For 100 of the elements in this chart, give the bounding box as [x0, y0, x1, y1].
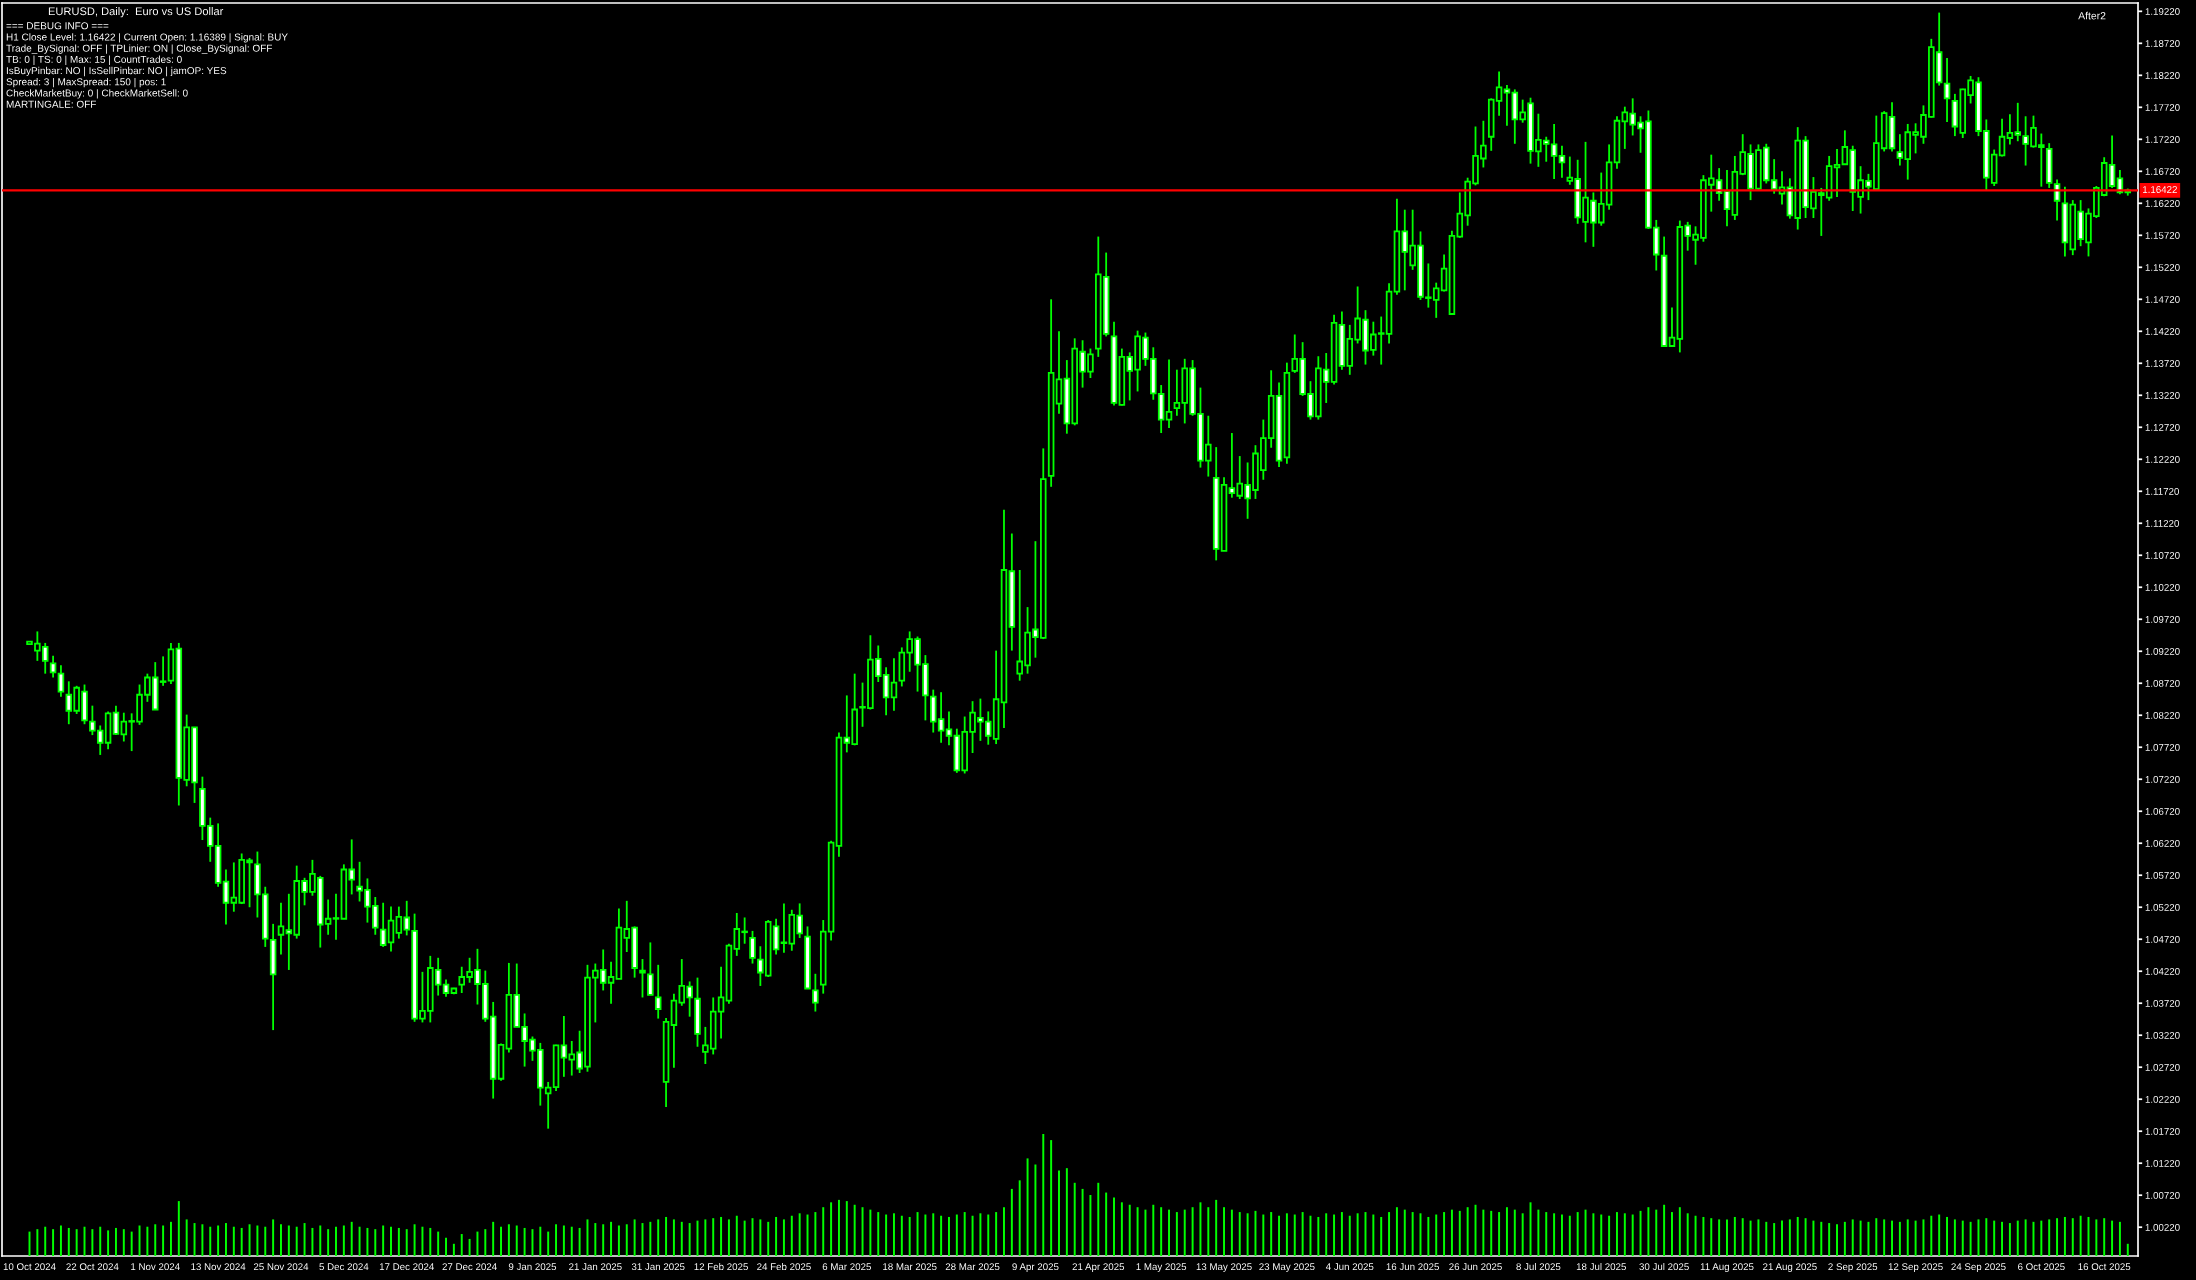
x-tick-label: 6 Oct 2025 [2018, 1263, 2065, 1271]
x-tick-label: 1 Nov 2024 [131, 1263, 180, 1271]
y-tick-label: 1.08220 [2145, 711, 2180, 719]
ref-line-label: 1.16422 [2143, 186, 2177, 193]
y-tick-label: 1.13720 [2145, 360, 2180, 367]
x-tick-label: 9 Apr 2025 [1012, 1263, 1059, 1273]
x-tick-label: 2 Sep 2025 [1828, 1263, 1878, 1273]
annotation: H1 Close Level: 1.16422 | Current Open: 1.16389 | Signal: BUY [6, 33, 288, 43]
candlestick [2006, 113, 2014, 146]
y-tick-label: 1.15720 [2145, 232, 2180, 239]
candlestick [379, 901, 387, 948]
y-tick-label: 1.06720 [2145, 807, 2180, 815]
x-tick-label: 8 Jul 2025 [1516, 1262, 1561, 1271]
y-tick-label: 1.18720 [2145, 40, 2180, 47]
annotation: CheckMarketBuy: 0 | CheckMarketSell: 0 [6, 89, 188, 99]
candlestick [2108, 134, 2116, 189]
chart-title: EURUSD, Daily: Euro vs US Dollar [48, 7, 224, 18]
y-tick-label: 1.16220 [2145, 200, 2180, 207]
candlestick [1998, 117, 2006, 158]
candlestick [654, 963, 662, 1020]
y-tick-label: 1.12720 [2145, 424, 2180, 431]
candlestick [277, 901, 285, 956]
annotation: MARTINGALE: OFF [6, 100, 96, 108]
candlestick [717, 965, 725, 1040]
x-tick-label: 18 Jul 2025 [1576, 1262, 1626, 1271]
y-tick-label: 1.14220 [2145, 328, 2180, 335]
candlestick [387, 905, 395, 953]
candlestick [945, 710, 953, 747]
annotation: IsBuyPinbar: NO | IsSellPinbar: NO | jamOP: YES [6, 66, 227, 77]
candlestick [1833, 148, 1841, 198]
y-tick-label: 1.07220 [2145, 775, 2180, 783]
annotation: Trade_BySignal: OFF | TPLinier: ON | Close_BySignal: OFF [6, 44, 272, 54]
candlestick [332, 892, 340, 941]
y-tick-label: 1.09220 [2145, 647, 2180, 655]
x-tick-label: 26 Jun 2025 [1449, 1263, 1502, 1271]
candlestick [1503, 84, 1511, 127]
x-tick-label: 21 Apr 2025 [1072, 1263, 1125, 1273]
x-tick-label: 10 Oct 2024 [3, 1263, 56, 1271]
y-tick-label: 1.11720 [2145, 488, 2179, 495]
y-tick-label: 1.11220 [2145, 520, 2179, 527]
x-tick-label: 21 Aug 2025 [1763, 1263, 1817, 1273]
y-tick-label: 1.04720 [2145, 935, 2180, 943]
y-tick-label: 1.17220 [2145, 136, 2180, 143]
candlestick [1723, 169, 1731, 228]
candlestick [1943, 57, 1951, 123]
candlestick [772, 917, 780, 956]
candlestick [222, 868, 230, 926]
candlestick [1440, 253, 1448, 293]
candlestick [812, 972, 819, 1013]
x-tick-label: 23 May 2025 [1259, 1263, 1315, 1273]
y-tick-label: 1.19220 [2145, 8, 2180, 15]
candlestick [1550, 123, 1558, 180]
candlestick [1668, 306, 1676, 348]
x-tick-label: 1 May 2025 [1136, 1263, 1187, 1273]
annotation: Spread: 3 | MaxSpread: 150 | pos: 1 [6, 78, 166, 88]
y-tick-label: 1.17720 [2145, 104, 2180, 111]
x-tick-label: 16 Jun 2025 [1386, 1263, 1439, 1271]
y-tick-label: 1.03220 [2145, 1031, 2180, 1039]
x-tick-label: 11 Aug 2025 [1700, 1263, 1754, 1273]
annotation: After2 [2078, 11, 2106, 20]
y-tick-label: 1.10720 [2145, 552, 2180, 559]
y-tick-label: 1.01220 [2145, 1159, 2180, 1167]
y-tick-label: 1.02220 [2145, 1095, 2180, 1103]
candlestick [639, 958, 646, 999]
x-tick-label: 21 Jan 2025 [569, 1263, 622, 1271]
y-tick-label: 1.05220 [2145, 903, 2180, 911]
x-tick-label: 31 Jan 2025 [631, 1263, 685, 1271]
annotation: TB: 0 | TS: 0 | Max: 15 | CountTrades: 0 [6, 55, 182, 65]
y-tick-label: 1.01720 [2145, 1127, 2180, 1135]
x-tick-label: 30 Jul 2025 [1639, 1262, 1689, 1271]
candlestick [49, 654, 57, 679]
y-tick-label: 1.05720 [2145, 871, 2180, 879]
annotation: === DEBUG INFO === [6, 22, 109, 30]
x-tick-label: 25 Nov 2024 [253, 1263, 309, 1271]
x-tick-label: 6 Mar 2025 [822, 1263, 871, 1271]
candlestick [780, 902, 788, 954]
candlestick [1165, 358, 1173, 429]
y-tick-label: 1.02720 [2145, 1063, 2180, 1071]
candlestick [607, 960, 615, 1005]
x-tick-label: 28 Mar 2025 [945, 1263, 1000, 1271]
y-tick-label: 1.12220 [2145, 456, 2180, 463]
candlestick [1558, 144, 1566, 179]
y-tick-label: 1.08720 [2145, 679, 2180, 687]
x-tick-label: 5 Dec 2024 [319, 1263, 369, 1271]
y-tick-label: 1.16720 [2145, 168, 2180, 175]
y-tick-label: 1.03720 [2145, 999, 2180, 1007]
candlestick [57, 664, 65, 698]
y-tick-label: 1.10220 [2145, 584, 2180, 591]
x-tick-label: 16 Oct 2025 [2078, 1263, 2131, 1271]
y-tick-label: 1.00720 [2145, 1191, 2180, 1199]
x-tick-label: 13 Nov 2024 [191, 1263, 246, 1271]
x-tick-label: 22 Oct 2024 [66, 1263, 119, 1271]
x-tick-label: 18 Mar 2025 [883, 1263, 937, 1271]
x-tick-label: 9 Jan 2025 [508, 1263, 557, 1271]
y-tick-label: 1.09720 [2145, 615, 2180, 623]
candlestick [647, 941, 654, 996]
candlestick [112, 704, 120, 736]
y-tick-label: 1.06220 [2145, 839, 2180, 847]
x-tick-label: 17 Dec 2024 [379, 1263, 435, 1271]
x-tick-label: 24 Sep 2025 [1951, 1263, 2006, 1273]
